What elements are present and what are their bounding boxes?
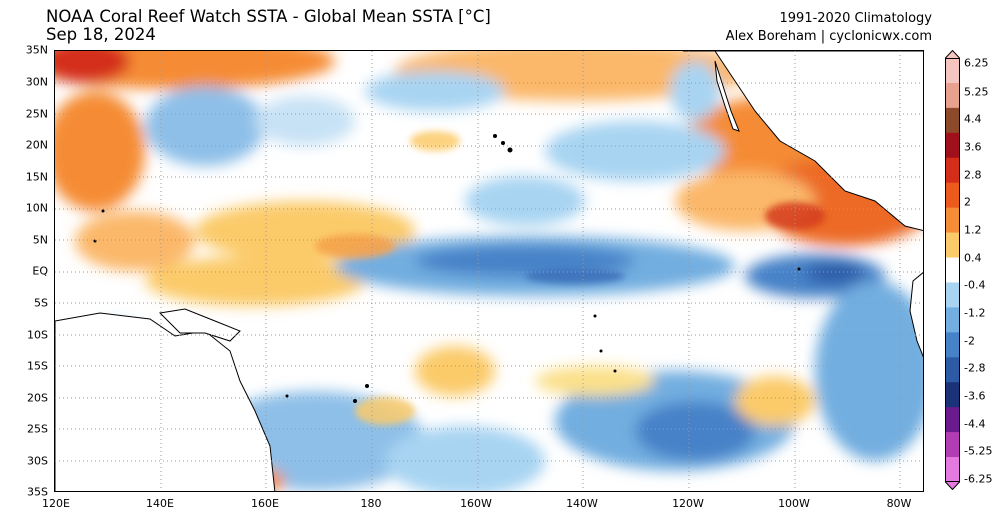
lat-label: 30N xyxy=(25,75,48,89)
colorbar-cell xyxy=(945,332,960,358)
islands xyxy=(93,134,801,403)
lat-label: EQ xyxy=(32,264,48,278)
lon-label: 80W xyxy=(886,497,912,510)
lat-label: 25S xyxy=(27,422,48,436)
lat-label: 15N xyxy=(25,170,48,184)
lat-label: 35S xyxy=(27,485,48,499)
colorbar-cell xyxy=(945,432,960,458)
colorbar-cell xyxy=(945,257,960,283)
colorbar-label: -3.6 xyxy=(964,389,986,403)
colorbar-label: 1.2 xyxy=(964,223,982,237)
colorbar-cell xyxy=(945,82,960,109)
colorbar-cell xyxy=(945,307,960,333)
colorbar-cell xyxy=(945,107,960,134)
ssta-map xyxy=(54,50,924,492)
lat-label: 35N xyxy=(25,43,48,57)
colorbar-cell xyxy=(945,357,960,383)
climatology-label: 1991-2020 Climatology xyxy=(779,11,932,26)
colorbar-top-arrow xyxy=(945,50,960,59)
colorbar-bottom-arrow xyxy=(945,481,960,490)
colorbar-cell xyxy=(945,58,960,84)
lat-label: 15S xyxy=(27,359,48,373)
land-masses xyxy=(55,51,923,491)
lon-label: 100W xyxy=(778,497,810,510)
lon-label: 120E xyxy=(42,497,70,510)
colorbar-label: -2 xyxy=(964,334,975,348)
colorbar-cell xyxy=(945,132,960,159)
colorbar-cells xyxy=(945,58,960,482)
lon-label: 160W xyxy=(460,497,492,510)
colorbar-label: -6.25 xyxy=(964,472,993,486)
lon-label: 160E xyxy=(251,497,279,510)
lat-label: 20S xyxy=(27,391,48,405)
map-canvas xyxy=(55,51,923,491)
lat-label: 10N xyxy=(25,201,48,215)
colorbar-cell xyxy=(945,382,960,408)
colorbar-cell xyxy=(945,182,960,209)
colorbar-cell xyxy=(945,457,960,482)
colorbar xyxy=(945,58,960,482)
north-america xyxy=(683,51,923,232)
colorbar-cell xyxy=(945,282,960,308)
credit-block: 1991-2020 Climatology Alex Boreham | cyc… xyxy=(726,10,932,46)
lat-label: 5N xyxy=(32,233,48,247)
map-date: Sep 18, 2024 xyxy=(46,25,156,44)
colorbar-label: 6.25 xyxy=(964,56,989,70)
lon-label: 140W xyxy=(566,497,598,510)
lat-label: 25N xyxy=(25,107,48,121)
lat-label: 5S xyxy=(34,296,48,310)
colorbar-label: 5.25 xyxy=(964,85,989,99)
colorbar-cell xyxy=(945,157,960,184)
lon-label: 140E xyxy=(146,497,174,510)
colorbar-cell xyxy=(945,232,960,259)
colorbar-label: 2 xyxy=(964,195,971,209)
lat-label: 20N xyxy=(25,138,48,152)
baja-california xyxy=(714,60,740,132)
lon-label: 120W xyxy=(672,497,704,510)
new-guinea xyxy=(158,308,241,342)
colorbar-label: -5.25 xyxy=(964,444,993,458)
colorbar-label: -0.4 xyxy=(964,278,986,292)
colorbar-label: 0.4 xyxy=(964,251,982,265)
colorbar-label: -4.4 xyxy=(964,417,986,431)
lat-label: 30S xyxy=(27,454,48,468)
colorbar-label: 2.8 xyxy=(964,168,982,182)
lat-label: 10S xyxy=(27,328,48,342)
author-credit: Alex Boreham | cyclonicwx.com xyxy=(725,29,932,44)
colorbar-cell xyxy=(945,407,960,433)
graticule xyxy=(55,51,923,491)
colorbar-label: -2.8 xyxy=(964,361,986,375)
map-title: NOAA Coral Reef Watch SSTA - Global Mean… xyxy=(46,7,491,26)
colorbar-label: -1.2 xyxy=(964,306,986,320)
colorbar-label: 3.6 xyxy=(964,140,982,154)
lon-label: 180 xyxy=(360,497,382,510)
colorbar-label: 4.4 xyxy=(964,112,982,126)
title-block: NOAA Coral Reef Watch SSTA - Global Mean… xyxy=(46,8,491,44)
colorbar-cell xyxy=(945,207,960,234)
